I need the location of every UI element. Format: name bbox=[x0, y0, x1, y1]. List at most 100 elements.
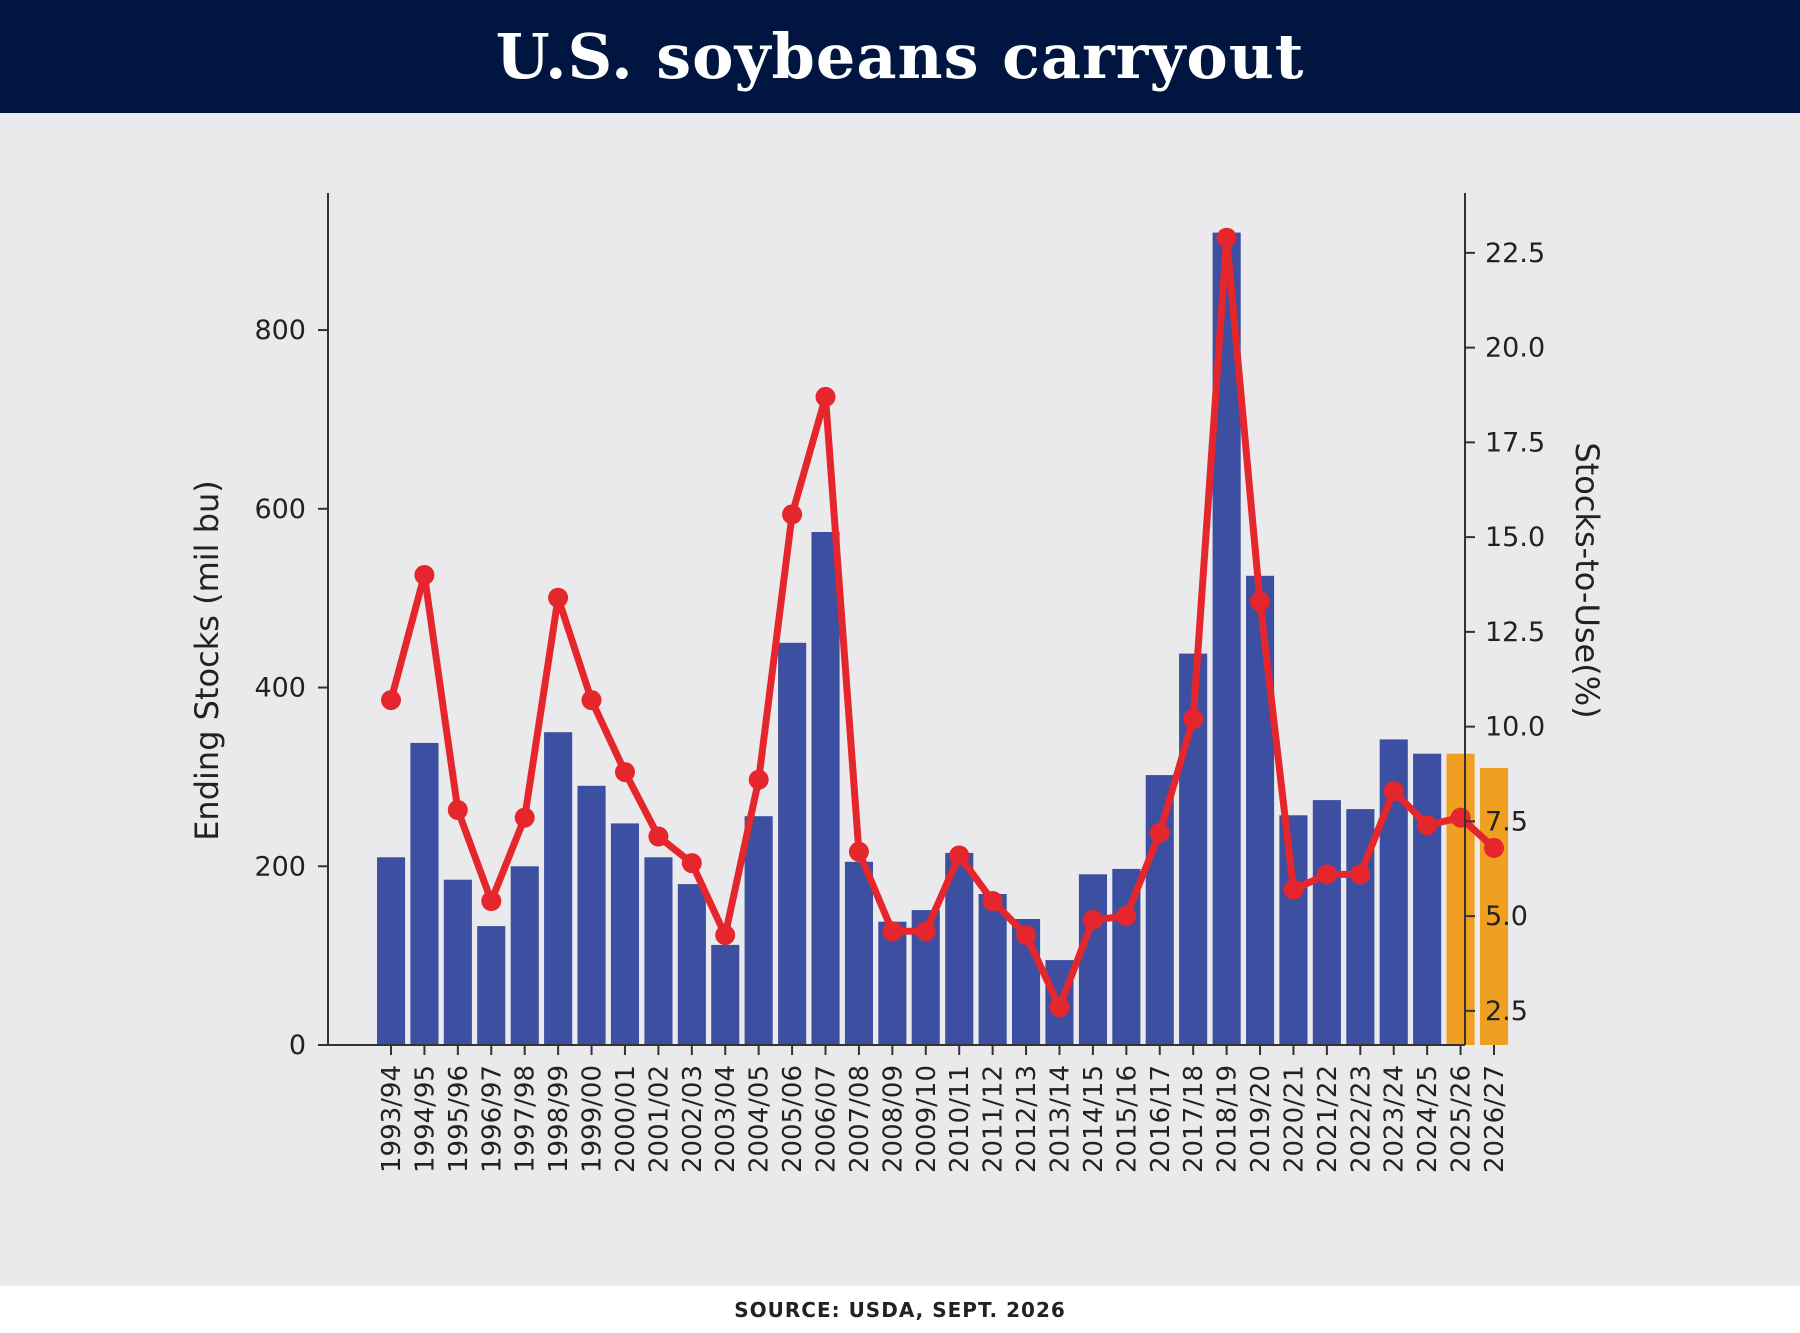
category-label-2020/21: 2020/21 bbox=[1279, 1065, 1309, 1173]
point-2026/27 bbox=[1484, 837, 1504, 858]
right-tick-label-7.5: 7.5 bbox=[1485, 806, 1528, 837]
bar-2021/22 bbox=[1312, 800, 1341, 1045]
category-label-2021/22: 2021/22 bbox=[1313, 1065, 1343, 1173]
point-2012/13 bbox=[1016, 925, 1037, 946]
bar-2003/04 bbox=[711, 944, 740, 1045]
point-1997/98 bbox=[514, 807, 535, 828]
category-label-2024/25: 2024/25 bbox=[1413, 1065, 1443, 1173]
bar-2024/25 bbox=[1413, 753, 1442, 1045]
category-label-1993/94: 1993/94 bbox=[377, 1065, 407, 1173]
category-label-1997/98: 1997/98 bbox=[511, 1065, 541, 1173]
category-label-2011/12: 2011/12 bbox=[979, 1065, 1009, 1173]
category-label-2001/02: 2001/02 bbox=[644, 1065, 674, 1173]
bar-1993/94 bbox=[377, 857, 406, 1045]
point-1993/94 bbox=[381, 690, 401, 711]
right-tick-label-10: 10.0 bbox=[1485, 712, 1545, 743]
bar-2005/06 bbox=[778, 642, 807, 1045]
point-2004/05 bbox=[748, 769, 769, 790]
category-label-1995/96: 1995/96 bbox=[444, 1065, 474, 1173]
category-label-2002/03: 2002/03 bbox=[678, 1065, 708, 1173]
point-2014/15 bbox=[1082, 909, 1103, 930]
category-label-2006/07: 2006/07 bbox=[812, 1065, 842, 1173]
bar-2006/07 bbox=[811, 532, 840, 1045]
category-label-2014/15: 2014/15 bbox=[1079, 1065, 1109, 1173]
category-label-2015/16: 2015/16 bbox=[1112, 1065, 1142, 1173]
point-1996/97 bbox=[481, 891, 502, 911]
point-2025/26 bbox=[1450, 807, 1471, 828]
category-label-1999/00: 1999/00 bbox=[578, 1065, 608, 1173]
bar-1995/96 bbox=[443, 879, 472, 1045]
bar-1996/97 bbox=[477, 926, 506, 1045]
point-1999/00 bbox=[581, 690, 602, 711]
chart-panel: 0 200 400 600 800 2.5 5.0 7.5 10.0 12.5 15.0 17.5 20… bbox=[0, 113, 1800, 1286]
stocks-to-use-series bbox=[381, 227, 1504, 1018]
category-label-2016/17: 2016/17 bbox=[1146, 1065, 1176, 1173]
bar-2011/12 bbox=[978, 894, 1007, 1045]
bar-2025/26 bbox=[1446, 753, 1475, 1045]
point-1994/95 bbox=[414, 565, 435, 585]
point-2008/09 bbox=[882, 921, 903, 942]
left-tick-label-400: 400 bbox=[254, 673, 306, 704]
point-2023/24 bbox=[1383, 781, 1404, 802]
point-2009/10 bbox=[915, 921, 936, 942]
bar-2000/01 bbox=[610, 823, 639, 1045]
bar-2026/27 bbox=[1480, 768, 1509, 1045]
right-tick-label-5: 5.0 bbox=[1485, 901, 1528, 932]
chart-labels: 0 200 400 600 800 2.5 5.0 7.5 10.0 12.5 15.0 17.5 20… bbox=[188, 238, 1606, 1173]
right-axis-title: Stocks-to-Use(%) bbox=[1568, 442, 1606, 718]
page-title: U.S. soybeans carryout bbox=[495, 20, 1305, 93]
bar-2002/03 bbox=[677, 884, 706, 1045]
category-label-2003/04: 2003/04 bbox=[711, 1065, 741, 1173]
left-axis-title: Ending Stocks (mil bu) bbox=[188, 480, 226, 841]
point-2021/22 bbox=[1316, 864, 1337, 885]
bar-1999/00 bbox=[577, 785, 606, 1045]
category-label-2010/11: 2010/11 bbox=[945, 1065, 975, 1173]
category-label-2008/09: 2008/09 bbox=[878, 1065, 908, 1173]
point-2017/18 bbox=[1183, 709, 1204, 729]
stocks-to-use-line bbox=[387, 234, 1498, 1011]
point-2010/11 bbox=[949, 845, 970, 866]
chart-axes bbox=[318, 193, 1495, 1055]
category-label-1998/99: 1998/99 bbox=[544, 1065, 574, 1173]
point-2018/19 bbox=[1216, 227, 1237, 248]
bar-1994/95 bbox=[410, 742, 439, 1045]
right-tick-label-12.5: 12.5 bbox=[1485, 617, 1545, 648]
point-2011/12 bbox=[982, 891, 1003, 911]
category-label-2018/19: 2018/19 bbox=[1213, 1065, 1243, 1173]
category-label-2000/01: 2000/01 bbox=[611, 1065, 641, 1173]
header-banner: U.S. soybeans carryout bbox=[0, 0, 1800, 113]
point-2000/01 bbox=[615, 762, 635, 783]
bar-2014/15 bbox=[1078, 874, 1107, 1045]
point-2006/07 bbox=[815, 386, 836, 407]
category-label-1994/95: 1994/95 bbox=[410, 1065, 440, 1173]
bar-2001/02 bbox=[644, 857, 673, 1045]
point-2013/14 bbox=[1049, 997, 1070, 1018]
left-tick-label-200: 200 bbox=[254, 851, 306, 882]
category-label-2019/20: 2019/20 bbox=[1246, 1065, 1276, 1173]
category-label-2005/06: 2005/06 bbox=[778, 1065, 808, 1173]
category-label-2013/14: 2013/14 bbox=[1045, 1065, 1075, 1173]
point-2003/04 bbox=[715, 925, 736, 946]
point-1995/96 bbox=[447, 800, 468, 820]
left-tick-label-600: 600 bbox=[254, 494, 306, 525]
point-2024/25 bbox=[1417, 815, 1438, 836]
right-tick-label-20: 20.0 bbox=[1485, 333, 1545, 364]
point-2007/08 bbox=[848, 841, 869, 862]
category-label-2022/23: 2022/23 bbox=[1346, 1065, 1376, 1173]
bar-1997/98 bbox=[510, 866, 539, 1045]
right-tick-label-22.5: 22.5 bbox=[1485, 238, 1545, 269]
soybean-carryout-chart: 0 200 400 600 800 2.5 5.0 7.5 10.0 12.5 15.0 17.5 20… bbox=[188, 193, 1606, 1173]
bar-1998/99 bbox=[544, 732, 573, 1045]
point-2019/20 bbox=[1250, 591, 1270, 612]
point-2022/23 bbox=[1350, 864, 1371, 885]
right-tick-label-17.5: 17.5 bbox=[1485, 427, 1545, 458]
bar-2004/05 bbox=[744, 816, 773, 1045]
bar-2008/09 bbox=[878, 921, 907, 1045]
point-2002/03 bbox=[681, 853, 702, 874]
category-label-2017/18: 2017/18 bbox=[1179, 1065, 1209, 1173]
category-label-2009/10: 2009/10 bbox=[912, 1065, 942, 1173]
left-tick-label-800: 800 bbox=[254, 315, 306, 346]
source-note: SOURCE: USDA, SEPT. 2026 bbox=[734, 1297, 1066, 1322]
category-label-2007/08: 2007/08 bbox=[845, 1065, 875, 1173]
category-label-2025/26: 2025/26 bbox=[1447, 1065, 1477, 1173]
